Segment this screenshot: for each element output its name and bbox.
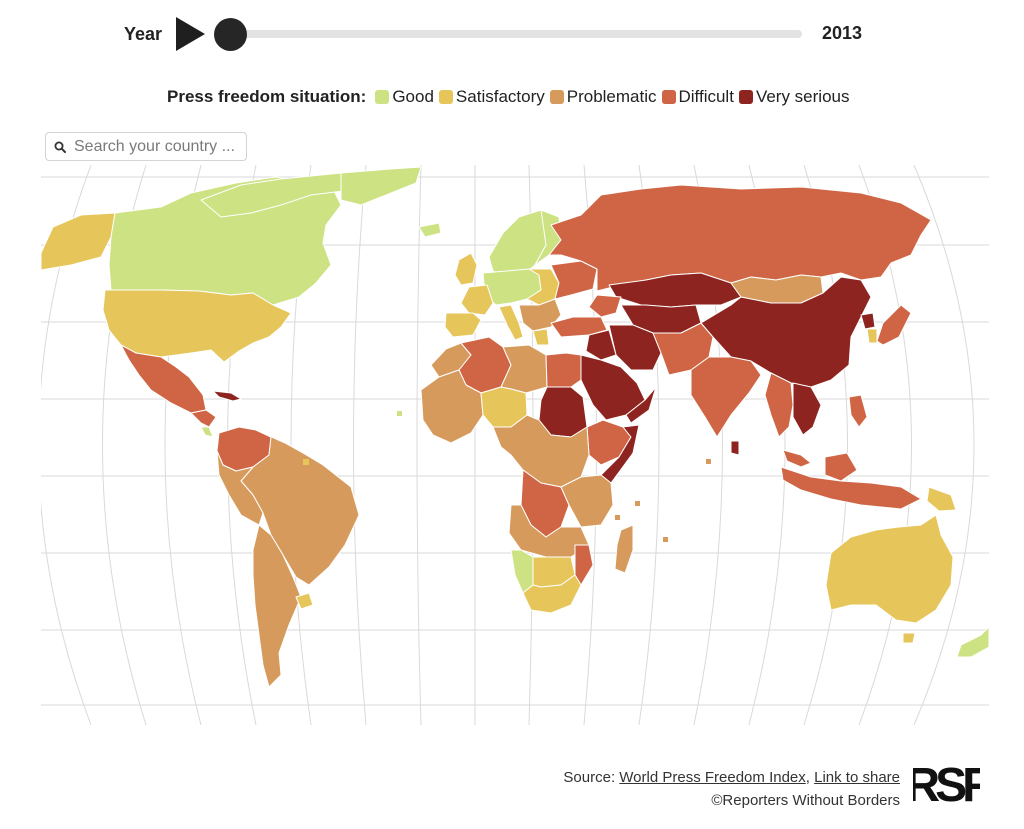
country-mauritius (663, 537, 668, 542)
country-italy (498, 304, 524, 341)
country-south-korea (866, 328, 878, 344)
country-maldives (706, 459, 711, 464)
country-costa-rica (200, 426, 214, 438)
legend-swatch-good (375, 90, 390, 104)
country-central-africa (492, 414, 590, 488)
country-central-america (190, 409, 217, 428)
country-france (460, 284, 494, 316)
country-cape-verde (397, 411, 402, 416)
legend-swatch-difficult (661, 90, 676, 104)
legend-label-difficult: Difficult (678, 87, 734, 106)
country-uk-ireland (454, 252, 478, 286)
country-cuba (212, 390, 242, 402)
legend-item-good: Good (375, 87, 434, 107)
country-iraq-syria (585, 329, 617, 361)
legend-swatch-very-serious (738, 90, 753, 104)
rsf-logo: RSF (913, 760, 980, 806)
country-caucasus (588, 294, 622, 318)
link-to-share[interactable]: Link to share (814, 769, 900, 786)
country-yemen-oman (625, 386, 657, 424)
legend-item-difficult: Difficult (661, 87, 734, 107)
country-kazakhstan (608, 272, 742, 308)
source-line: Source: World Press Freedom Index, Link … (563, 766, 900, 789)
country-iran (608, 324, 662, 371)
source-separator: , (805, 769, 815, 786)
country-vietnam-laos (792, 382, 822, 436)
legend-item-problematic: Problematic (549, 87, 657, 107)
country-sri-lanka (730, 440, 740, 456)
country-burma-thailand (764, 372, 794, 438)
legend-label-satisfactory: Satisfactory (455, 87, 545, 106)
legend: Press freedom situation: Good Satisfacto… (167, 86, 854, 108)
country-peru-bolivia (216, 450, 264, 526)
country-south-africa (522, 574, 582, 614)
year-label: Year (124, 24, 163, 44)
year-slider-handle[interactable] (214, 18, 247, 51)
rsf-logo-text: RSF (913, 760, 980, 806)
legend-item-satisfactory: Satisfactory (438, 87, 545, 107)
country-india (690, 356, 762, 438)
country-greenland (340, 166, 422, 206)
country-indonesia (780, 466, 922, 510)
country-tasmania (902, 632, 916, 644)
legend-label-problematic: Problematic (566, 87, 657, 106)
country-alaska (41, 212, 116, 271)
country-argentina-chile (252, 524, 302, 688)
country-suriname (303, 459, 309, 465)
legend-label-very-serious: Very serious (755, 87, 850, 106)
country-comoros (615, 515, 620, 520)
country-namibia (510, 549, 534, 594)
country-spain-portugal (444, 312, 482, 338)
year-value: 2013 (822, 23, 863, 43)
country-japan (876, 304, 912, 346)
search-icon (54, 141, 66, 153)
country-belarus-ukraine (550, 260, 598, 300)
country-philippines (848, 394, 868, 428)
source-credit: Source: World Press Freedom Index, Link … (563, 766, 900, 812)
country-new-zealand (956, 626, 989, 658)
country-egypt (545, 352, 582, 388)
legend-label-good: Good (392, 87, 434, 106)
country-madagascar (614, 524, 634, 574)
legend-swatch-satisfactory (438, 90, 453, 104)
country-scandinavia (488, 209, 552, 278)
source-prefix: Source: (563, 769, 620, 786)
copyright: ©Reporters Without Borders (711, 792, 900, 809)
legend-swatch-problematic (549, 90, 564, 104)
legend-item-very-serious: Very serious (738, 87, 850, 107)
country-search[interactable] (45, 132, 247, 161)
world-press-freedom-index-link[interactable]: World Press Freedom Index (619, 769, 806, 786)
country-iceland (418, 222, 442, 238)
legend-title: Press freedom situation: (167, 87, 367, 106)
country-east-africa (560, 474, 614, 528)
year-slider-row: Year 2013 (0, 0, 1024, 70)
play-button[interactable] (176, 17, 205, 51)
country-uruguay (295, 592, 314, 610)
country-mozambique (574, 544, 594, 586)
year-slider-track[interactable] (230, 30, 802, 38)
country-greece (532, 328, 550, 346)
country-australia (825, 514, 954, 624)
country-malaysia (782, 449, 812, 468)
search-input[interactable] (74, 136, 242, 157)
country-north-korea (860, 312, 876, 330)
world-press-freedom-map[interactable] (41, 165, 989, 725)
country-papua-new-guinea (926, 486, 957, 512)
country-russia (548, 184, 932, 292)
country-borneo (824, 452, 858, 482)
country-angola-zambia (508, 504, 590, 558)
country-seychelles (635, 501, 640, 506)
